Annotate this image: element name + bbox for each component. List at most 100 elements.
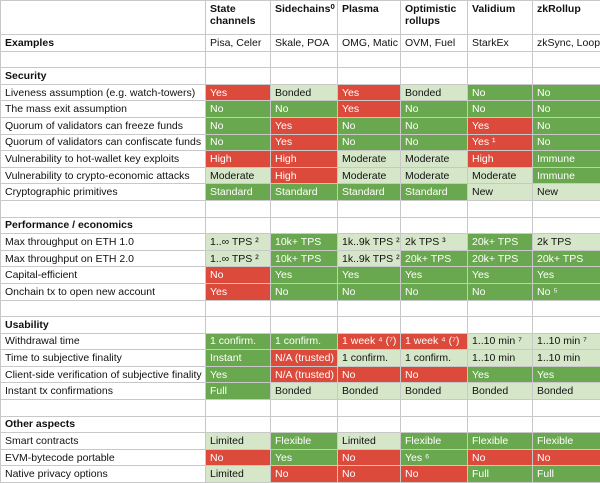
- value-cell: New: [533, 184, 600, 201]
- value-cell: Moderate: [338, 167, 401, 184]
- value-cell: Yes: [271, 449, 338, 466]
- row-label: Native privacy options: [1, 466, 206, 483]
- empty-cell: [271, 317, 338, 334]
- value-cell: Bonded: [271, 84, 338, 101]
- row-label: Vulnerability to crypto-economic attacks: [1, 167, 206, 184]
- blank-row: [1, 51, 600, 68]
- value-cell: No: [206, 134, 271, 151]
- empty-cell: [338, 416, 401, 433]
- value-cell: No: [338, 466, 401, 483]
- value-cell: Yes: [271, 117, 338, 134]
- column-header: Sidechains⁰: [271, 1, 338, 35]
- empty-cell: [271, 217, 338, 234]
- example-cell: OMG, Matic: [338, 35, 401, 52]
- empty-cell: [533, 317, 600, 334]
- value-cell: Standard: [271, 184, 338, 201]
- value-cell: Bonded: [271, 383, 338, 400]
- empty-cell: [338, 300, 401, 317]
- value-cell: No ⁵: [533, 283, 600, 300]
- row-label: Quorum of validators can freeze funds: [1, 117, 206, 134]
- value-cell: No: [338, 366, 401, 383]
- example-cell: zkSync, Loopring: [533, 35, 600, 52]
- data-row: Vulnerability to hot-wallet key exploits…: [1, 151, 600, 168]
- value-cell: High: [271, 167, 338, 184]
- value-cell: No: [533, 101, 600, 118]
- value-cell: Yes: [401, 267, 468, 284]
- value-cell: Yes: [533, 267, 600, 284]
- value-cell: 1..∞ TPS ²: [206, 250, 271, 267]
- row-label: Withdrawal time: [1, 333, 206, 350]
- value-cell: No: [206, 267, 271, 284]
- row-label: Liveness assumption (e.g. watch-towers): [1, 84, 206, 101]
- value-cell: Yes ⁶: [401, 449, 468, 466]
- section-row: Security: [1, 68, 600, 85]
- row-label: Instant tx confirmations: [1, 383, 206, 400]
- value-cell: Moderate: [468, 167, 533, 184]
- empty-cell: [468, 68, 533, 85]
- example-cell: Pisa, Celer: [206, 35, 271, 52]
- row-label: The mass exit assumption: [1, 101, 206, 118]
- value-cell: No: [468, 449, 533, 466]
- empty-cell: [468, 217, 533, 234]
- example-cell: StarkEx: [468, 35, 533, 52]
- value-cell: Moderate: [206, 167, 271, 184]
- empty-cell: [401, 416, 468, 433]
- empty-cell: [533, 200, 600, 217]
- value-cell: Yes: [468, 267, 533, 284]
- empty-cell: [401, 400, 468, 417]
- value-cell: Bonded: [468, 383, 533, 400]
- value-cell: High: [206, 151, 271, 168]
- value-cell: Bonded: [401, 84, 468, 101]
- example-cell: OVM, Fuel: [401, 35, 468, 52]
- empty-cell: [338, 68, 401, 85]
- value-cell: Bonded: [533, 383, 600, 400]
- value-cell: No: [401, 366, 468, 383]
- value-cell: 1..∞ TPS ²: [206, 234, 271, 251]
- value-cell: No: [468, 283, 533, 300]
- row-label: Vulnerability to hot-wallet key exploits: [1, 151, 206, 168]
- empty-cell: [206, 51, 271, 68]
- data-row: Liveness assumption (e.g. watch-towers)Y…: [1, 84, 600, 101]
- empty-cell: [338, 51, 401, 68]
- row-label: Max throughput on ETH 2.0: [1, 250, 206, 267]
- empty-cell: [338, 317, 401, 334]
- empty-cell: [206, 400, 271, 417]
- section-row: Usability: [1, 317, 600, 334]
- value-cell: Moderate: [401, 151, 468, 168]
- row-label: Time to subjective finality: [1, 350, 206, 367]
- value-cell: No: [271, 466, 338, 483]
- section-row: Other aspects: [1, 416, 600, 433]
- value-cell: 1..10 min: [468, 350, 533, 367]
- value-cell: 1 confirm.: [401, 350, 468, 367]
- value-cell: 20k+ TPS: [401, 250, 468, 267]
- empty-cell: [533, 217, 600, 234]
- value-cell: No: [338, 134, 401, 151]
- value-cell: 10k+ TPS: [271, 234, 338, 251]
- value-cell: Full: [206, 383, 271, 400]
- value-cell: New: [468, 184, 533, 201]
- section-title: Performance / economics: [1, 217, 206, 234]
- empty-cell: [1, 200, 206, 217]
- empty-cell: [338, 217, 401, 234]
- column-header: State channels: [206, 1, 271, 35]
- value-cell: No: [401, 101, 468, 118]
- empty-cell: [401, 200, 468, 217]
- empty-cell: [206, 68, 271, 85]
- value-cell: Standard: [401, 184, 468, 201]
- value-cell: Standard: [206, 184, 271, 201]
- empty-cell: [206, 317, 271, 334]
- empty-cell: [533, 300, 600, 317]
- empty-cell: [468, 416, 533, 433]
- value-cell: Limited: [206, 433, 271, 450]
- value-cell: 1..10 min ⁷: [533, 333, 600, 350]
- value-cell: No: [468, 101, 533, 118]
- empty-cell: [401, 317, 468, 334]
- section-title: Security: [1, 68, 206, 85]
- row-label: EVM-bytecode portable: [1, 449, 206, 466]
- value-cell: No: [533, 117, 600, 134]
- value-cell: No: [338, 449, 401, 466]
- value-cell: 1..10 min ⁷: [468, 333, 533, 350]
